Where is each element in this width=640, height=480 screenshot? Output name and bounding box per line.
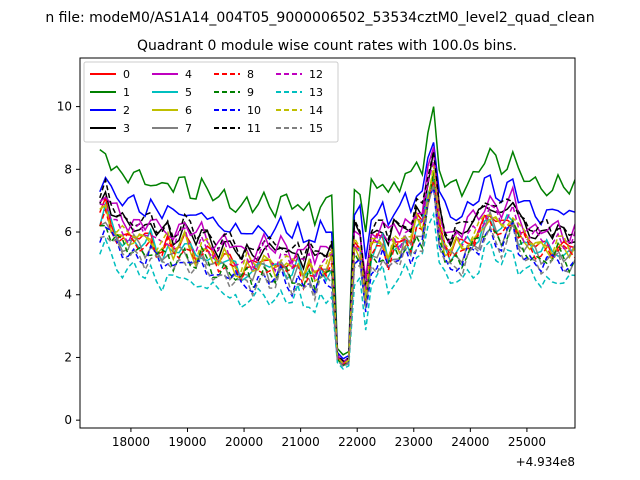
series-layer: [99, 106, 575, 370]
series-line-11: [99, 151, 575, 363]
legend-label-11: 11: [247, 122, 261, 135]
plot-frame: [79, 57, 576, 429]
x-offset-label: +4.934e8: [516, 455, 575, 469]
series-line-5: [99, 177, 575, 366]
series-line-7: [99, 183, 575, 367]
legend-label-9: 9: [247, 86, 254, 99]
legend-label-13: 13: [309, 86, 323, 99]
legend-label-12: 12: [309, 68, 323, 81]
legend-label-6: 6: [185, 104, 192, 117]
x-tick-label-19000: 19000: [168, 435, 206, 449]
series-line-2: [99, 142, 575, 360]
x-tick-label-22000: 22000: [338, 435, 376, 449]
x-tick-label-25000: 25000: [508, 435, 546, 449]
legend-frame: [83, 61, 339, 143]
legend-label-1: 1: [123, 86, 130, 99]
series-line-15: [99, 184, 575, 368]
y-tick-label-6: 6: [64, 225, 72, 239]
legend-label-7: 7: [185, 122, 192, 135]
series-line-3: [99, 150, 575, 363]
y-axis: 0 2 4 6 8 10: [57, 100, 80, 427]
legend-label-8: 8: [247, 68, 254, 81]
legend-label-4: 4: [185, 68, 192, 81]
series-line-14: [99, 165, 575, 365]
legend-label-15: 15: [309, 122, 323, 135]
legend-label-3: 3: [123, 122, 130, 135]
y-tick-label-0: 0: [64, 413, 72, 427]
x-tick-label-23000: 23000: [395, 435, 433, 449]
series-line-8: [99, 180, 575, 366]
y-tick-label-10: 10: [57, 100, 72, 114]
legend-label-0: 0: [123, 68, 130, 81]
legend-label-14: 14: [309, 104, 323, 117]
series-line-1: [99, 106, 575, 356]
x-tick-label-20000: 20000: [225, 435, 263, 449]
figure-suptitle: n file: modeM0/AS1A14_004T05_9000006502_…: [45, 10, 594, 26]
legend-label-2: 2: [123, 104, 130, 117]
series-line-10: [99, 184, 575, 368]
y-tick-label-8: 8: [64, 162, 72, 176]
x-axis: 18000 19000 20000 21000 22000 23000 24000 25000: [112, 428, 546, 449]
legend-label-5: 5: [185, 86, 192, 99]
series-line-12: [99, 161, 575, 364]
chart-title: Quadrant 0 module wise count rates with …: [137, 38, 517, 54]
x-tick-label-18000: 18000: [112, 435, 150, 449]
y-tick-label-4: 4: [64, 288, 72, 302]
y-tick-label-2: 2: [64, 350, 72, 364]
series-line-4: [99, 147, 575, 363]
x-tick-label-24000: 24000: [451, 435, 489, 449]
series-line-13: [99, 211, 575, 370]
x-tick-label-21000: 21000: [282, 435, 320, 449]
legend-label-10: 10: [247, 104, 261, 117]
